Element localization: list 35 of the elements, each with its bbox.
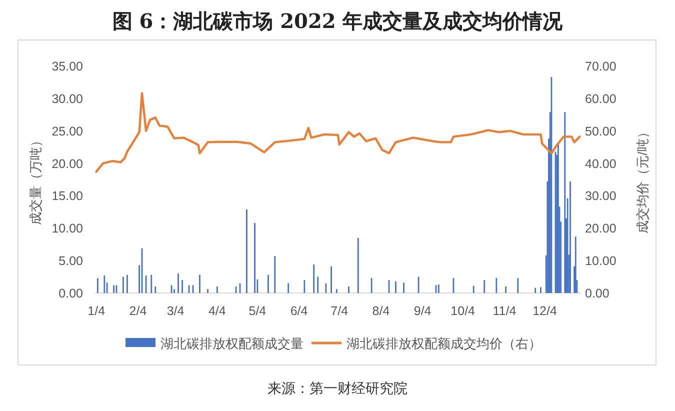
y2-tick-label: 30.00 [585, 189, 616, 204]
x-tick-label: 8/4 [372, 304, 390, 318]
y-axis-title: 成交量（万吨） [28, 134, 43, 225]
y-tick-label: 35.00 [52, 60, 84, 74]
x-tick-label: 5/4 [248, 304, 266, 318]
x-tick-label: 9/4 [414, 304, 432, 318]
y-tick-label: 30.00 [52, 92, 84, 106]
y2-tick-label: 0.00 [585, 286, 610, 300]
x-tick-label: 10/4 [450, 304, 476, 318]
y2-tick-label: 40.00 [585, 156, 616, 171]
legend-label: 湖北碳排放权配额成交量 [160, 336, 304, 351]
x-tick-label: 12/4 [532, 304, 557, 318]
line-series [95, 92, 581, 173]
y-tick-label: 0.00 [58, 286, 84, 300]
y-tick-label: 25.00 [52, 124, 84, 138]
y2-axis-title: 成交均价（元/吨） [635, 126, 650, 234]
x-tick-label: 3/4 [166, 304, 184, 318]
legend-label: 湖北碳排放权配额成交均价（右） [346, 336, 542, 351]
y-tick-label: 15.00 [52, 189, 84, 204]
y2-tick-label: 50.00 [585, 124, 616, 138]
x-tick-label: 11/4 [492, 304, 516, 318]
x-tick-label: 2/4 [129, 304, 147, 318]
chart-title: 图 6：湖北碳市场 2022 年成交量及成交均价情况 [112, 9, 564, 33]
y2-tick-label: 20.00 [585, 222, 616, 236]
y2-tick-label: 70.00 [585, 60, 616, 74]
x-tick-label: 7/4 [330, 304, 348, 318]
y-tick-label: 20.00 [52, 156, 84, 171]
y-tick-label: 10.00 [52, 222, 84, 236]
y2-tick-label: 60.00 [585, 92, 616, 106]
y-tick-label: 5.00 [58, 254, 84, 268]
x-tick-label: 4/4 [208, 304, 226, 318]
x-tick-label: 1/4 [88, 304, 106, 318]
x-tick-label: 6/4 [290, 304, 308, 318]
y2-tick-label: 10.00 [585, 254, 616, 268]
source-note: 来源：第一财经研究院 [268, 381, 408, 397]
